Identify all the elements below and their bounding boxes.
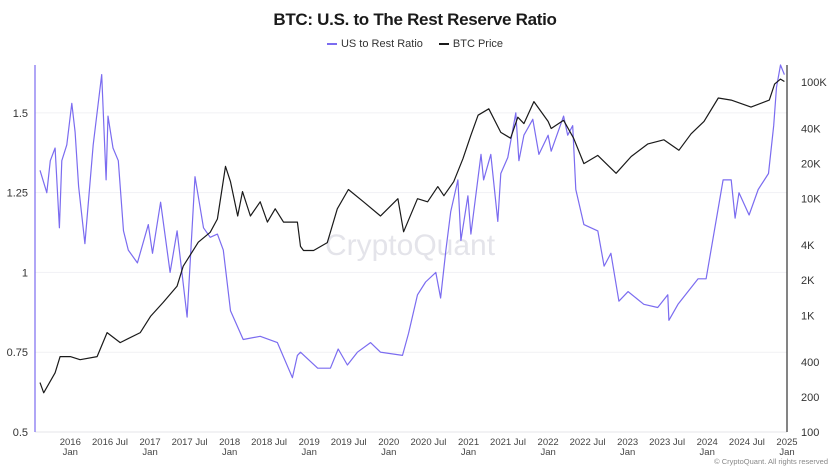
x-tick-label: 2024 Jul: [729, 437, 765, 448]
x-tick-label: 2016 Jul: [92, 437, 128, 448]
series-line-ratio: [39, 64, 785, 379]
series-line-btc-price: [39, 78, 785, 394]
y-right-tick-label: 100: [801, 427, 819, 439]
x-tick-label: 2020: [378, 437, 399, 448]
x-tick-sublabel: Jan: [302, 447, 317, 458]
y-left-tick-label: 1.5: [13, 108, 28, 120]
y-right-tick-label: 40K: [801, 123, 821, 135]
y-right-tick-label: 1K: [801, 310, 815, 322]
y-right-tick-label: 100K: [801, 77, 827, 89]
y-left-tick-label: 1.25: [7, 188, 28, 200]
legend-swatch-btc-price: [438, 43, 449, 45]
legend-label-ratio: US to Rest Ratio: [340, 38, 423, 50]
x-tick-label: 2020 Jul: [410, 437, 446, 448]
y-left-tick-label: 0.75: [7, 347, 28, 359]
y-right-tick-label: 10K: [801, 194, 821, 206]
x-tick-label: 2018 Jul: [251, 437, 287, 448]
legend-swatch-ratio: [326, 43, 337, 45]
legend-label-btc-price: BTC Price: [452, 38, 504, 50]
x-tick-sublabel: Jan: [779, 447, 794, 458]
y-left-tick-label: 1: [22, 267, 28, 279]
legend-item-btc-price[interactable]: BTC Price: [438, 38, 504, 50]
x-tick-sublabel: Jan: [222, 447, 237, 458]
x-tick-sublabel: Jan: [381, 447, 396, 458]
x-tick-label: 2019: [299, 437, 320, 448]
y-right-tick-label: 4K: [801, 240, 815, 252]
watermark: CryptoQuant: [325, 229, 496, 262]
x-tick-label: 2017: [140, 437, 161, 448]
x-tick-label: 2021: [458, 437, 479, 448]
x-tick-label: 2025: [776, 437, 797, 448]
x-tick-label: 2023 Jul: [649, 437, 685, 448]
x-tick-label: 2022 Jul: [570, 437, 606, 448]
x-tick-label: 2019 Jul: [331, 437, 367, 448]
legend: US to Rest Ratio BTC Price: [0, 38, 830, 50]
x-tick-sublabel: Jan: [620, 447, 635, 458]
legend-item-ratio[interactable]: US to Rest Ratio: [326, 38, 423, 50]
x-tick-label: 2024: [697, 437, 718, 448]
y-right-tick-label: 400: [801, 357, 819, 369]
copyright-notice: © CryptoQuant. All rights reserved: [714, 457, 828, 466]
x-tick-sublabel: Jan: [540, 447, 555, 458]
x-tick-sublabel: Jan: [700, 447, 715, 458]
x-tick-label: 2017 Jul: [172, 437, 208, 448]
y-left-tick-label: 0.5: [13, 427, 28, 439]
x-tick-label: 2022: [538, 437, 559, 448]
y-right-tick-label: 20K: [801, 159, 821, 171]
x-tick-label: 2021 Jul: [490, 437, 526, 448]
x-tick-sublabel: Jan: [461, 447, 476, 458]
x-tick-sublabel: Jan: [142, 447, 157, 458]
x-tick-label: 2018: [219, 437, 240, 448]
x-tick-label: 2023: [617, 437, 638, 448]
x-tick-label: 2016: [60, 437, 81, 448]
y-right-tick-label: 2K: [801, 275, 815, 287]
y-right-tick-label: 200: [801, 392, 819, 404]
x-tick-sublabel: Jan: [63, 447, 78, 458]
chart-title: BTC: U.S. to The Rest Reserve Ratio: [273, 10, 557, 29]
